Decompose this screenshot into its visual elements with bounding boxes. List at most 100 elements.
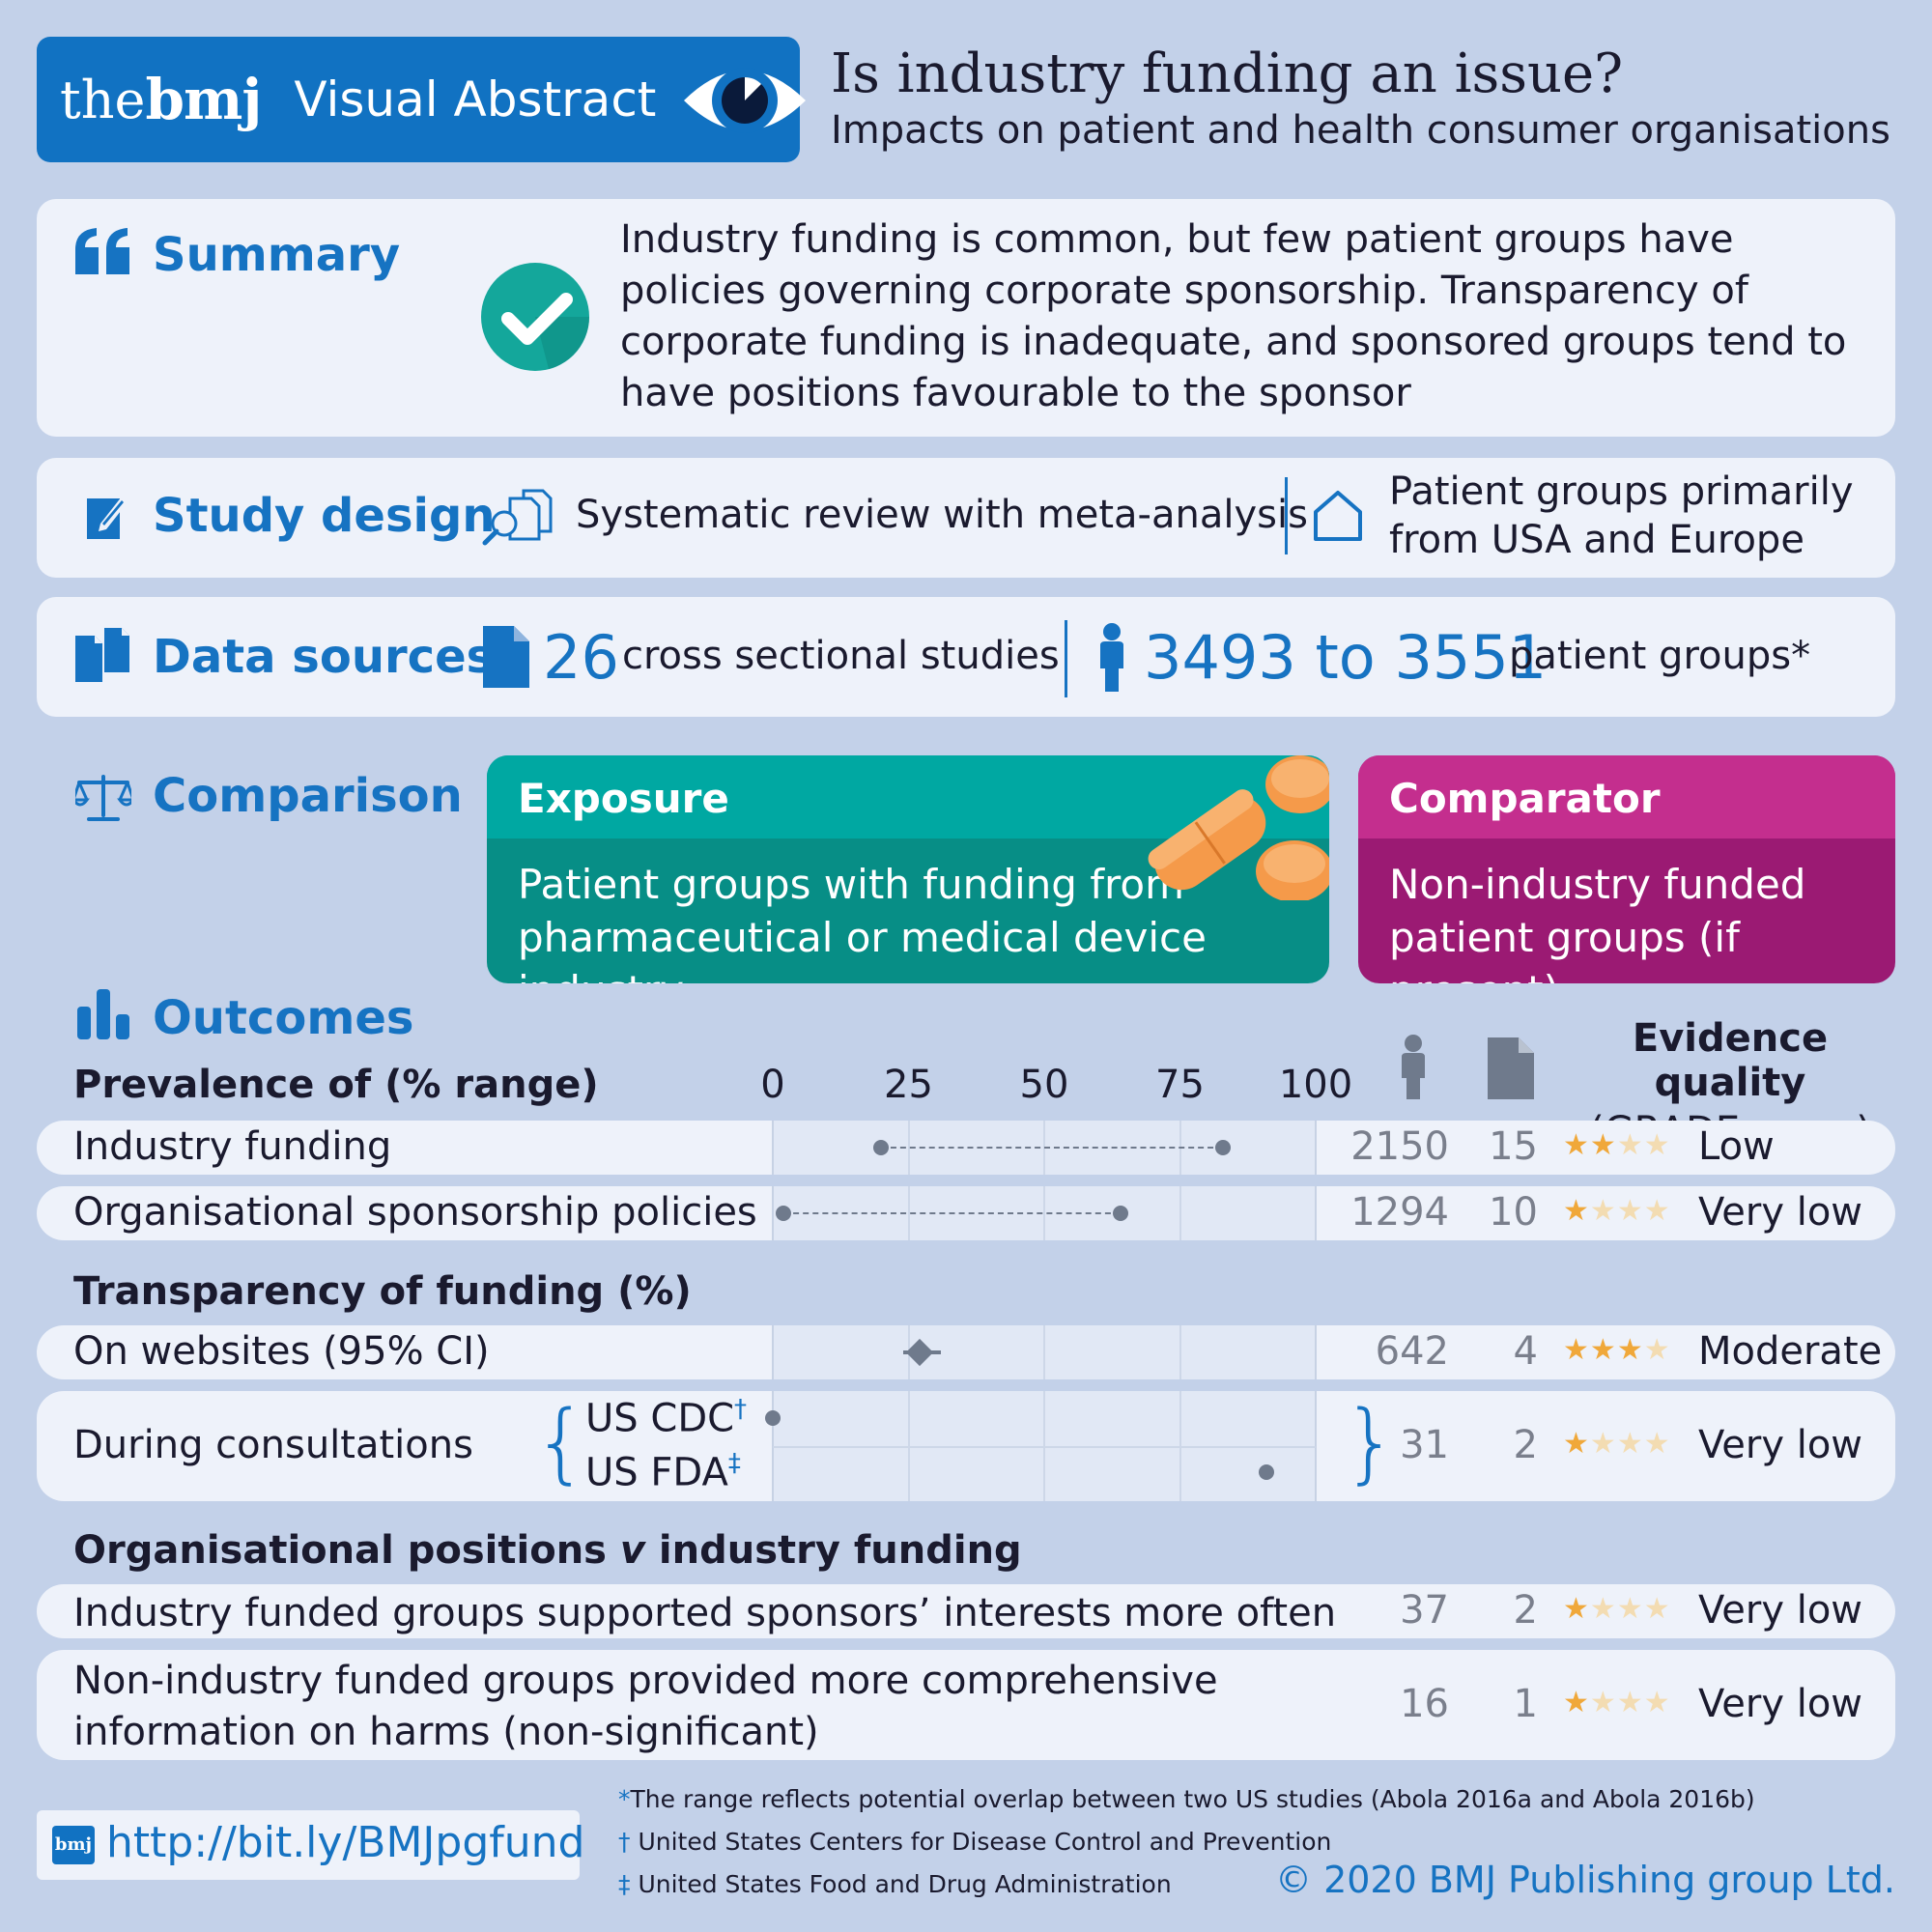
divider (1065, 620, 1067, 697)
footnote-3: ‡ United States Food and Drug Administra… (618, 1870, 1172, 1898)
study-design-method: Systematic review with meta-analysis (576, 493, 1308, 537)
star-filled-icon: ★ (1589, 1333, 1617, 1367)
grade-label: Very low (1698, 1423, 1862, 1467)
left-brace: { (533, 1392, 589, 1493)
gridline (773, 1446, 1316, 1448)
exposure-line-2: pharmaceutical or medical device industr… (518, 914, 1207, 983)
outcome-label: On websites (95% CI) (73, 1329, 490, 1374)
us-cdc-text: US CDC (585, 1396, 735, 1441)
summary-label: Summary (153, 228, 401, 282)
axis-tick-50: 50 (1019, 1063, 1069, 1107)
comparator-description: Non-industry funded patient groups (if p… (1389, 858, 1895, 983)
footnote-2-text: United States Centers for Disease Contro… (638, 1828, 1332, 1856)
grade-label: Very low (1698, 1190, 1862, 1235)
scales-icon (75, 775, 131, 821)
range-min-dot (873, 1140, 890, 1155)
brand-bmj: bmj (145, 67, 262, 132)
grade-label: Moderate (1698, 1329, 1883, 1374)
brand-visual-abstract: Visual Abstract (294, 71, 657, 128)
person-icon (1100, 623, 1123, 692)
star-empty-icon: ★ (1616, 1427, 1644, 1461)
axis-line (1315, 1121, 1317, 1175)
pencil-icon (87, 497, 128, 539)
comparator-line-2: patient groups (if present) (1389, 914, 1740, 983)
studies-count: 1 (1513, 1682, 1538, 1726)
outcome-label: During consultations (73, 1423, 473, 1467)
us-fda-label: US FDA‡ (585, 1449, 741, 1494)
star-empty-icon: ★ (1643, 1592, 1671, 1626)
star-empty-icon: ★ (1589, 1592, 1617, 1626)
range-max-dot (1112, 1206, 1128, 1221)
prevalence-header: Prevalence of (% range) (73, 1063, 599, 1107)
star-empty-icon: ★ (1616, 1592, 1644, 1626)
participants-count: 2150 (1350, 1124, 1449, 1169)
comparator-box: Comparator Non-industry funded patient g… (1358, 755, 1895, 983)
axis-line (1315, 1186, 1317, 1240)
us-cdc-label: US CDC† (585, 1395, 747, 1440)
grade-label: Very low (1698, 1682, 1862, 1726)
grade-stars: ★★★★ (1563, 1592, 1671, 1626)
data-sources-card (37, 597, 1895, 717)
bar-chart-icon (77, 989, 129, 1039)
comparison-label: Comparison (153, 769, 463, 823)
star-empty-icon: ★ (1643, 1194, 1671, 1228)
pills-illustration (1148, 755, 1329, 900)
footnote-1-mark: * (618, 1785, 631, 1813)
study-design-card (37, 458, 1895, 578)
eye-icon (684, 68, 806, 133)
positions-header-v: v (619, 1528, 645, 1573)
studies-count: 4 (1513, 1329, 1538, 1374)
outcome-row (37, 1584, 1895, 1638)
transparency-header: Transparency of funding (%) (73, 1269, 692, 1314)
axis-tick-100: 100 (1278, 1063, 1353, 1107)
summary-text: Industry funding is common, but few pati… (620, 217, 1847, 415)
footnote-3-mark: ‡ (618, 1870, 631, 1898)
grade-stars: ★★★★ (1563, 1194, 1671, 1228)
star-filled-icon: ★ (1616, 1333, 1644, 1367)
evidence-header-line-1: Evidence quality (1632, 1016, 1829, 1105)
star-filled-icon: ★ (1563, 1333, 1590, 1367)
checkmark-icon (481, 263, 589, 371)
exposure-box: Exposure Patient groups with funding fro… (487, 755, 1329, 983)
url-box[interactable]: bmj http://bit.ly/BMJpgfund (37, 1810, 584, 1880)
star-empty-icon: ★ (1643, 1427, 1671, 1461)
studies-icon (1488, 1037, 1534, 1099)
studies-count: 15 (1489, 1124, 1538, 1169)
star-empty-icon: ★ (1616, 1686, 1644, 1719)
bmj-logo: bmj (52, 1826, 95, 1864)
outcome-label-line-1: Industry funded groups supported sponsor… (73, 1591, 1337, 1635)
studies-count: 2 (1513, 1588, 1538, 1633)
us-cdc-dot (765, 1410, 781, 1426)
participants-count: 31 (1400, 1423, 1449, 1467)
axis-tick-25: 25 (884, 1063, 933, 1107)
grade-stars: ★★★★ (1563, 1427, 1671, 1461)
page-title: Is industry funding an issue? (831, 43, 1624, 105)
exposure-description: Patient groups with funding from pharmac… (518, 858, 1329, 983)
star-filled-icon: ★ (1563, 1194, 1590, 1228)
grade-stars: ★★★★ (1563, 1686, 1671, 1719)
url-link[interactable]: http://bit.ly/BMJpgfund (106, 1818, 585, 1867)
gridline (1179, 1325, 1181, 1379)
groups-text: patient groups* (1509, 634, 1811, 678)
document-icon (483, 626, 529, 688)
participants-icon (1402, 1035, 1425, 1099)
exposure-line-1: Patient groups with funding from (518, 861, 1184, 908)
exposure-title: Exposure (518, 775, 729, 822)
star-filled-icon: ★ (1563, 1592, 1590, 1626)
gridline (1179, 1186, 1181, 1240)
footnote-3-text: United States Food and Drug Administrati… (638, 1870, 1172, 1898)
star-empty-icon: ★ (1643, 1686, 1671, 1719)
participants-count: 16 (1400, 1682, 1449, 1726)
house-icon (1314, 491, 1362, 541)
outcome-label: Industry funded groups supported sponsor… (73, 1588, 1336, 1639)
documents-icon (75, 628, 129, 682)
study-design-population: Patient groups primarily from USA and Eu… (1389, 468, 1854, 564)
us-fda-dot (1259, 1464, 1275, 1480)
axis-line (1315, 1391, 1317, 1501)
axis-line (772, 1121, 774, 1175)
grade-label: Low (1698, 1124, 1775, 1169)
us-fda-text: US FDA (585, 1450, 728, 1495)
brand-the: the (60, 69, 146, 130)
outcome-label-line-2: information on harms (non-significant) (73, 1710, 819, 1754)
star-filled-icon: ★ (1563, 1686, 1590, 1719)
